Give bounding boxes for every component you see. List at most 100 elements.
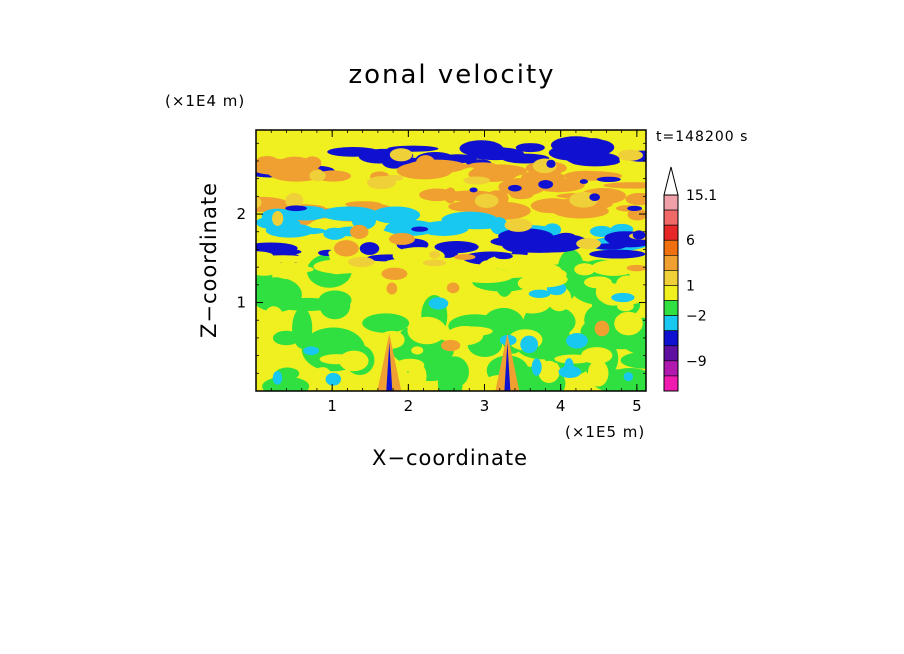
- contour-blob: [446, 325, 484, 346]
- contour-blob: [501, 236, 536, 253]
- contour-blob: [515, 297, 545, 308]
- contour-blob: [256, 257, 283, 276]
- contour-blob: [319, 292, 351, 320]
- contour-blob: [256, 251, 273, 260]
- colorbar-swatch: [663, 360, 679, 377]
- contour-blob: [303, 346, 320, 356]
- contour-blob: [325, 372, 342, 386]
- contour-blob: [566, 333, 588, 349]
- x-tick-label: 5: [632, 397, 642, 415]
- z-unit-label: (×1E4 m): [165, 92, 246, 110]
- contour-blob: [580, 138, 607, 151]
- contour-blob: [594, 320, 610, 337]
- contour-blob: [461, 293, 493, 314]
- contour-blob: [494, 253, 513, 260]
- contour-blob: [272, 371, 283, 385]
- contour-blob: [484, 171, 520, 178]
- contour-blob: [554, 354, 592, 364]
- contour-blob: [323, 227, 347, 240]
- contour-blob: [477, 270, 536, 279]
- contour-blob: [441, 339, 461, 352]
- colorbar-label: −9: [686, 354, 707, 370]
- contour-blob: [256, 367, 269, 376]
- contour-blob: [444, 187, 457, 204]
- contour-blob: [603, 182, 646, 189]
- contour-blob: [411, 346, 424, 355]
- x-tick-label: 3: [480, 397, 490, 415]
- contour-blob: [587, 360, 609, 387]
- mountain-core-1: [386, 342, 393, 391]
- contour-blob: [407, 316, 447, 345]
- contour-blob: [428, 297, 449, 310]
- contour-blob: [584, 276, 612, 289]
- contour-blob: [508, 184, 522, 192]
- contour-blob: [345, 201, 382, 208]
- colorbar-arrow: [663, 166, 679, 196]
- contour-blob: [333, 240, 359, 257]
- contour-blob: [556, 232, 576, 240]
- contour-blob: [468, 162, 498, 169]
- contour-blob: [285, 192, 304, 209]
- contour-blob: [522, 271, 568, 288]
- chart-title: zonal velocity: [348, 60, 556, 90]
- contour-blob: [454, 253, 476, 261]
- contour-blob: [303, 156, 322, 170]
- contour-blob: [479, 260, 498, 272]
- contour-blob: [411, 226, 429, 232]
- contour-blob: [484, 146, 508, 156]
- colorbar-swatch: [663, 224, 679, 241]
- contour-blob: [564, 358, 574, 373]
- x-tick-label: 2: [404, 397, 414, 415]
- contour-blob: [446, 282, 460, 294]
- colorbar-swatch: [663, 315, 679, 331]
- contour-blob: [531, 358, 542, 376]
- contour-blob: [589, 193, 601, 201]
- colorbar-swatch: [663, 285, 679, 301]
- contour-blob: [348, 256, 375, 268]
- contour-blob: [422, 259, 447, 267]
- contour-blob: [614, 311, 643, 336]
- contour-blob: [625, 192, 646, 206]
- contour-blob: [366, 176, 396, 190]
- contour-blob: [350, 224, 369, 240]
- contour-blob: [589, 249, 646, 259]
- contour-field: [256, 130, 646, 391]
- colorbar-swatch: [663, 239, 679, 256]
- colorbar-label: 15.1: [686, 188, 717, 204]
- x-unit-label: (×1E5 m): [565, 423, 646, 441]
- colorbar-frame: [663, 194, 679, 392]
- contour-blob: [584, 303, 620, 336]
- contour-blob: [256, 156, 278, 165]
- contour-blob: [395, 358, 425, 372]
- contour-blob: [386, 282, 398, 295]
- contour-blob: [538, 180, 554, 189]
- colorbar-swatch: [663, 345, 679, 362]
- colorbar-swatch: [663, 209, 679, 226]
- contour-blob: [528, 289, 551, 298]
- contour-blob: [469, 187, 478, 193]
- contour-blob: [579, 179, 588, 184]
- contour-blob: [371, 206, 421, 224]
- contour-blob: [616, 275, 639, 292]
- contour-blob: [309, 169, 326, 182]
- colorbar-swatch: [663, 300, 679, 316]
- contour-blob: [617, 149, 643, 161]
- contour-blob: [561, 140, 581, 149]
- contour-blob: [603, 367, 646, 391]
- colorbar-swatch: [663, 255, 679, 271]
- contour-blob: [509, 189, 534, 200]
- contour-blob: [264, 306, 283, 326]
- y-tick-label: 2: [236, 205, 246, 223]
- contour-blob: [520, 335, 539, 354]
- colorbar-label: 6: [686, 233, 695, 249]
- contour-blob: [474, 193, 499, 208]
- colorbar-label: 1: [686, 278, 695, 294]
- y-tick-label: 1: [236, 294, 246, 312]
- contour-blob: [546, 159, 556, 168]
- contour-blob: [473, 141, 483, 151]
- time-label: t=148200 s: [656, 129, 749, 145]
- contour-blob: [620, 351, 646, 369]
- contour-blob: [441, 211, 498, 229]
- colorbar-swatch: [663, 194, 679, 211]
